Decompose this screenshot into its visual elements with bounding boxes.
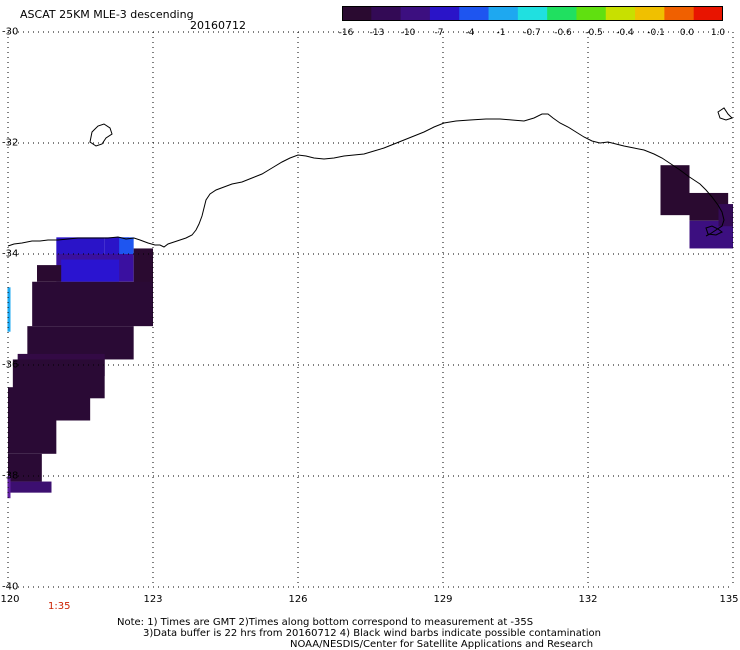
latitude-label: -30	[2, 26, 19, 38]
swath-cell	[8, 387, 91, 421]
product-date: 20160712	[190, 19, 246, 32]
colorbar-tick-label: 0.0	[679, 28, 695, 38]
swath-cell	[8, 453, 42, 482]
note-line-2: 3)Data buffer is 22 hrs from 20160712 4)…	[143, 628, 601, 639]
colorbar-tick-label: -0.1	[647, 28, 665, 38]
colorbar-tick-label: -13	[369, 28, 385, 38]
longitude-label: 132	[578, 594, 598, 605]
colorbar-segment	[459, 6, 490, 21]
latitude-label: -36	[2, 359, 19, 371]
colorbar-tick-label: -7	[434, 28, 444, 38]
colorbar-tick-label: -0.6	[554, 28, 572, 38]
colorbar-tick-label: 1.0	[710, 28, 726, 38]
colorbar-segment	[693, 6, 723, 21]
longitude-label: 135	[719, 594, 739, 605]
swath-cell	[37, 265, 62, 282]
swath-cell	[32, 281, 153, 327]
colorbar-segment	[429, 6, 460, 21]
colorbar	[342, 6, 723, 21]
pass-time-label: 1:35	[48, 601, 71, 612]
note-line-3: NOAA/NESDIS/Center for Satellite Applica…	[290, 639, 594, 650]
colorbar-segment	[605, 6, 636, 21]
product-title: ASCAT 25KM MLE-3 descending	[20, 8, 194, 21]
swath-cell	[8, 481, 52, 493]
swath-cell	[660, 165, 690, 216]
graticule	[7, 31, 734, 588]
coastline-island	[717, 107, 733, 121]
swath-cell	[61, 259, 120, 282]
colorbar-segment	[547, 6, 577, 21]
longitude-label: 120	[0, 594, 20, 605]
note-line-1: Note: 1) Times are GMT 2)Times along bot…	[117, 617, 534, 628]
longitude-label: 126	[288, 594, 308, 605]
colorbar-segment	[342, 6, 372, 21]
colorbar-tick-label: -1	[496, 28, 506, 38]
swath-cell	[56, 237, 81, 254]
longitude-label: 129	[433, 594, 453, 605]
colorbar-segment	[371, 6, 402, 21]
colorbar-segment	[635, 6, 665, 21]
longitude-label: 123	[143, 594, 163, 605]
coastline-mainland	[7, 113, 725, 248]
colorbar-segment	[400, 6, 431, 21]
latitude-label: -38	[2, 470, 19, 482]
latitude-label: -32	[2, 137, 19, 149]
colorbar-tick-label: -16	[338, 28, 354, 38]
wind-swath	[7, 165, 733, 499]
colorbar-tick-label: -0.5	[585, 28, 603, 38]
swath-cell	[133, 248, 153, 288]
colorbar-tick-label: -10	[400, 28, 416, 38]
coastline	[7, 107, 733, 248]
latitude-label: -40	[2, 581, 19, 593]
swath-cell	[80, 237, 105, 254]
swath-cell	[119, 237, 134, 254]
colorbar-segment	[664, 6, 695, 21]
colorbar-segment	[517, 6, 548, 21]
colorbar-segment	[488, 6, 519, 21]
swath-cell	[718, 204, 733, 227]
swath-cell	[8, 420, 57, 454]
coastline-island	[89, 123, 113, 147]
colorbar-tick-label: -0.4	[616, 28, 634, 38]
latitude-label: -34	[2, 248, 19, 260]
colorbar-segment	[576, 6, 607, 21]
colorbar-tick-label: -4	[465, 28, 475, 38]
map-plot	[7, 31, 734, 588]
coastline-island	[705, 225, 723, 236]
colorbar-tick-label: -0.7	[523, 28, 541, 38]
